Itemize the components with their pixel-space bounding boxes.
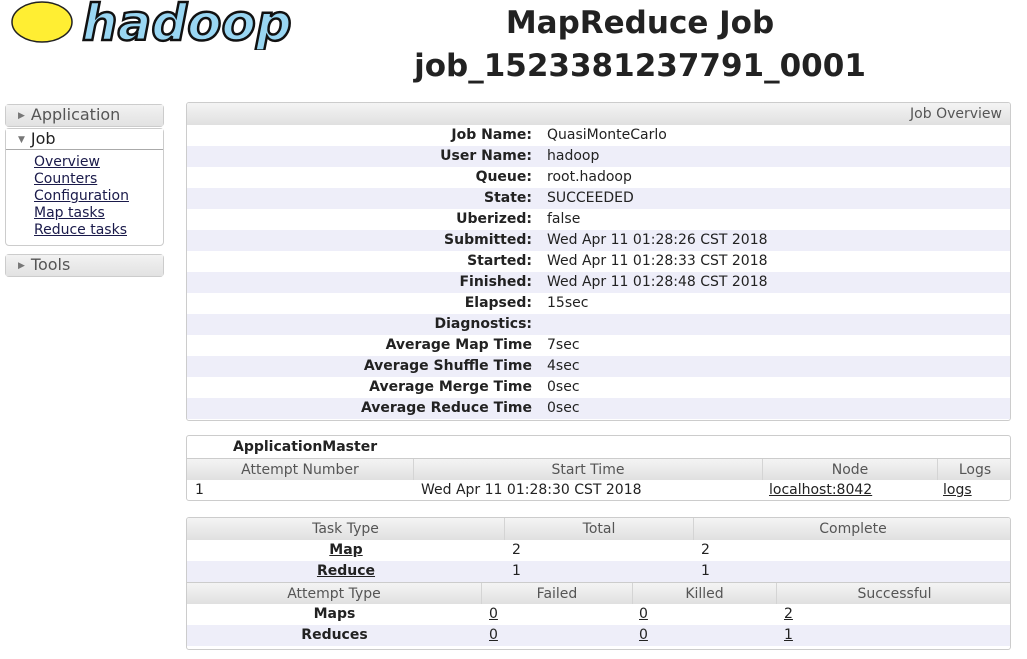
col-failed: Failed — [482, 583, 633, 604]
overview-value: 4sec — [547, 358, 580, 374]
reduce-link[interactable]: Reduce — [316, 563, 376, 579]
reduces-label: Reduces — [301, 627, 368, 643]
overview-row: User Name: hadoop — [187, 146, 1010, 167]
sidebar-tools[interactable]: ▶ Tools — [5, 254, 164, 277]
logs-link[interactable]: logs — [943, 482, 972, 498]
nav-configuration[interactable]: Configuration — [34, 188, 129, 204]
reduces-killed-link[interactable]: 0 — [639, 627, 648, 643]
nav-counters[interactable]: Counters — [34, 171, 98, 187]
job-overview-table: Job Overview Job Name: QuasiMonteCarlo Use… — [186, 102, 1011, 421]
tools-label: Tools — [30, 255, 71, 274]
application-label: Application — [30, 105, 121, 124]
overview-value: QuasiMonteCarlo — [547, 127, 667, 143]
overview-value: Wed Apr 11 01:28:33 CST 2018 — [547, 253, 768, 269]
overview-label: Submitted: — [444, 232, 532, 248]
overview-row: Elapsed: 15sec — [187, 293, 1010, 314]
map-complete: 2 — [701, 542, 710, 558]
overview-label: Average Map Time — [385, 337, 532, 353]
col-attempt-type: Attempt Type — [187, 583, 482, 604]
map-total: 2 — [512, 542, 521, 558]
reduce-complete: 1 — [701, 563, 710, 579]
title-line-1: MapReduce Job — [505, 5, 775, 41]
application-master-table: ApplicationMaster Attempt Number Start T… — [186, 435, 1011, 501]
overview-label: Average Reduce Time — [360, 400, 532, 416]
overview-label: Diagnostics: — [434, 316, 532, 332]
overview-label: Queue: — [475, 169, 532, 185]
start-time: Wed Apr 11 01:28:30 CST 2018 — [421, 482, 642, 498]
overview-value: false — [547, 211, 581, 227]
map-link[interactable]: Map — [329, 542, 363, 558]
overview-label: Finished: — [459, 274, 532, 290]
overview-label: Elapsed: — [464, 295, 532, 311]
triangle-right-icon: ▶ — [18, 261, 25, 271]
overview-row: Average Merge Time 0sec — [187, 377, 1010, 398]
overview-value: 15sec — [547, 295, 589, 311]
node-link[interactable]: localhost:8042 — [769, 482, 873, 498]
maps-successful-link[interactable]: 2 — [784, 606, 793, 622]
col-attempt-number[interactable]: Attempt Number — [187, 459, 414, 480]
col-logs[interactable]: Logs — [958, 462, 992, 478]
col-node[interactable]: Node — [763, 459, 938, 480]
task-row-reduce: Reduce 1 1 — [187, 561, 1010, 582]
triangle-right-icon: ▶ — [18, 111, 25, 121]
overview-value: Wed Apr 11 01:28:48 CST 2018 — [547, 274, 768, 290]
overview-label: Uberized: — [456, 211, 532, 227]
svg-text:hadoop: hadoop — [82, 0, 292, 50]
overview-label: State: — [483, 190, 532, 206]
col-total: Total — [505, 518, 694, 540]
overview-value: 0sec — [547, 400, 580, 416]
sidebar-application[interactable]: ▶ Application — [5, 104, 164, 127]
tasks-table: Task Type Total Complete Map 2 2 Reduce … — [186, 517, 1011, 650]
attempt-row-maps: Maps 0 0 2 — [187, 604, 1010, 625]
overview-row: Average Reduce Time 0sec — [187, 398, 1010, 419]
overview-row: Average Shuffle Time 4sec — [187, 356, 1010, 377]
task-row-map: Map 2 2 — [187, 540, 1010, 561]
page-title: MapReduce Job job_1523381237791_0001 — [380, 2, 900, 88]
sidebar-job[interactable]: ▼ Job Overview Counters Configuration Map… — [5, 128, 164, 246]
nav-reduce-tasks[interactable]: Reduce tasks — [34, 222, 127, 238]
triangle-down-icon: ▼ — [18, 135, 25, 145]
maps-failed-link[interactable]: 0 — [489, 606, 498, 622]
hadoop-logo: hadoop — [11, 0, 293, 50]
am-title: ApplicationMaster — [233, 439, 378, 455]
overview-label: Started: — [467, 253, 532, 269]
overview-row: Started: Wed Apr 11 01:28:33 CST 2018 — [187, 251, 1010, 272]
reduces-successful-link[interactable]: 1 — [784, 627, 793, 643]
overview-value: 7sec — [547, 337, 580, 353]
overview-label: Job Name: — [451, 127, 532, 143]
overview-label: Average Shuffle Time — [363, 358, 532, 374]
overview-value: SUCCEEDED — [547, 190, 634, 206]
overview-value: 0sec — [547, 379, 580, 395]
col-successful: Successful — [857, 586, 932, 602]
col-complete: Complete — [819, 521, 887, 537]
maps-killed-link[interactable]: 0 — [639, 606, 648, 622]
attempt-row-reduces: Reduces 0 0 1 — [187, 625, 1010, 646]
overview-value: hadoop — [547, 148, 600, 164]
maps-label: Maps — [313, 606, 356, 622]
reduce-total: 1 — [512, 563, 521, 579]
overview-row: Diagnostics: — [187, 314, 1010, 335]
overview-row: Finished: Wed Apr 11 01:28:48 CST 2018 — [187, 272, 1010, 293]
col-killed: Killed — [633, 583, 777, 604]
col-start-time[interactable]: Start Time — [414, 459, 763, 480]
am-row: 1 Wed Apr 11 01:28:30 CST 2018 localhost… — [187, 480, 1010, 500]
overview-row: Average Map Time 7sec — [187, 335, 1010, 356]
overview-row: Queue: root.hadoop — [187, 167, 1010, 188]
overview-row: State: SUCCEEDED — [187, 188, 1010, 209]
col-task-type: Task Type — [187, 518, 505, 540]
job-id: job_1523381237791_0001 — [414, 48, 866, 84]
overview-label: Average Merge Time — [369, 379, 532, 395]
attempt-number: 1 — [195, 482, 204, 498]
nav-map-tasks[interactable]: Map tasks — [34, 205, 105, 221]
overview-row: Job Name: QuasiMonteCarlo — [187, 125, 1010, 146]
job-label: Job — [30, 129, 56, 148]
nav-overview[interactable]: Overview — [34, 154, 100, 170]
overview-row: Uberized: false — [187, 209, 1010, 230]
overview-label: User Name: — [440, 148, 532, 164]
overview-row: Submitted: Wed Apr 11 01:28:26 CST 2018 — [187, 230, 1010, 251]
job-overview-header: Job Overview — [187, 103, 1010, 125]
reduces-failed-link[interactable]: 0 — [489, 627, 498, 643]
overview-value: root.hadoop — [547, 169, 632, 185]
overview-value: Wed Apr 11 01:28:26 CST 2018 — [547, 232, 768, 248]
